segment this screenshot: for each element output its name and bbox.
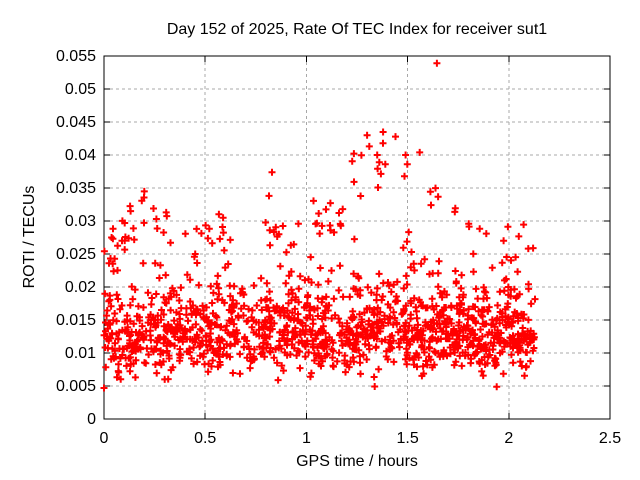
y-tick-label: 0 bbox=[87, 411, 96, 428]
y-tick-label: 0.025 bbox=[56, 246, 96, 263]
x-tick-label: 2.5 bbox=[599, 430, 621, 447]
y-tick-label: 0.05 bbox=[65, 81, 96, 98]
y-tick-label: 0.02 bbox=[65, 279, 96, 296]
plot-border bbox=[103, 55, 611, 420]
x-tick-label: 0 bbox=[100, 430, 109, 447]
x-axis-label: GPS time / hours bbox=[296, 453, 418, 470]
x-tick-label: 1.5 bbox=[396, 430, 418, 447]
y-tick-label: 0.015 bbox=[56, 312, 96, 329]
x-tick-label: 2 bbox=[504, 430, 513, 447]
scatter-points bbox=[100, 59, 539, 392]
y-tick-label: 0.01 bbox=[65, 345, 96, 362]
y-tick-label: 0.04 bbox=[65, 147, 96, 164]
chart-title: Day 152 of 2025, Rate Of TEC Index for r… bbox=[166, 21, 548, 38]
y-tick-label: 0.03 bbox=[65, 213, 96, 230]
x-tick-label: 0.5 bbox=[194, 430, 216, 447]
x-tick-label: 1 bbox=[302, 430, 311, 447]
y-tick-label: 0.055 bbox=[56, 48, 96, 65]
y-tick-label: 0.045 bbox=[56, 114, 96, 131]
y-tick-label: 0.005 bbox=[56, 378, 96, 395]
y-tick-label: 0.035 bbox=[56, 180, 96, 197]
